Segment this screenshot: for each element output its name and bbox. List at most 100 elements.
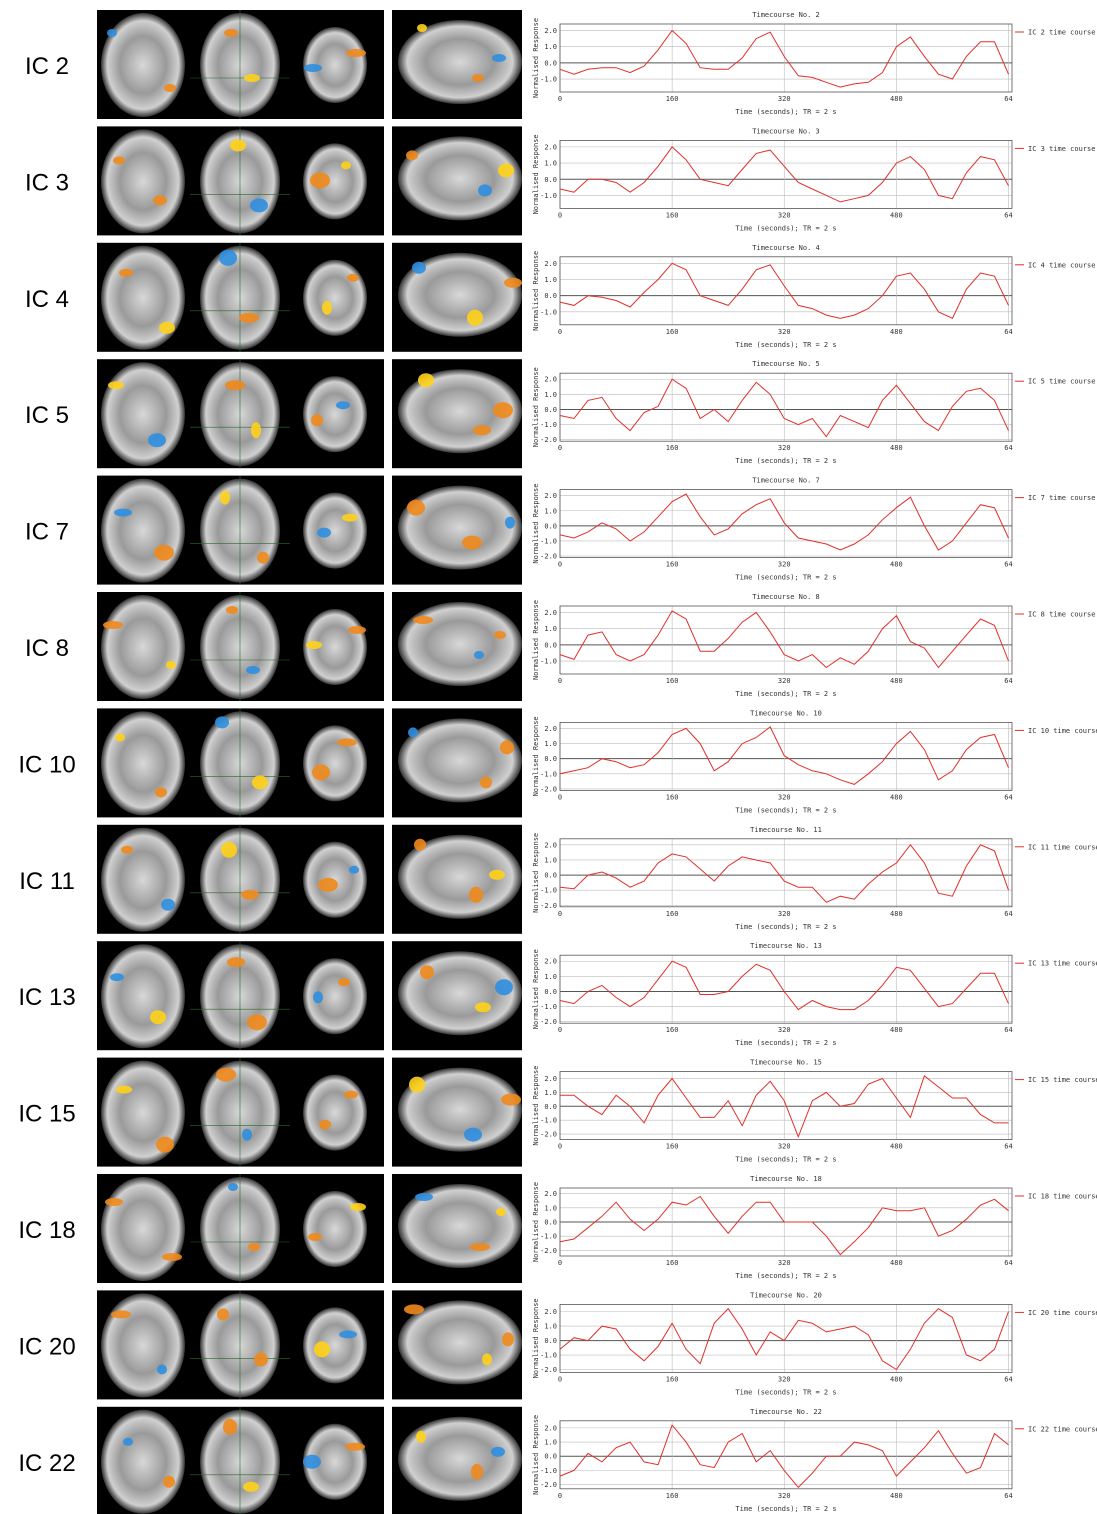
brain-slice xyxy=(303,1191,367,1267)
timecourse-line xyxy=(559,726,1009,785)
y-tick-label: 2.0 xyxy=(544,376,557,384)
activation xyxy=(107,29,117,37)
x-axis-label: Time (seconds); TR = 2 s xyxy=(735,1156,836,1164)
y-tick-label: 0.0 xyxy=(544,988,557,996)
y-tick-label: -1.0 xyxy=(540,308,557,316)
row-label: IC 4 xyxy=(25,286,69,313)
chart-title: Timecourse No. 4 xyxy=(752,244,819,252)
y-tick-label: 1.0 xyxy=(544,1089,557,1097)
plot-frame xyxy=(559,954,1013,1024)
activation xyxy=(412,261,426,274)
plot-frame xyxy=(559,838,1013,908)
activation xyxy=(319,1119,331,1130)
x-tick-label: 64 xyxy=(1004,910,1012,918)
activation xyxy=(303,1454,321,1469)
y-tick-label: 2.0 xyxy=(544,492,557,500)
y-tick-label: 2.0 xyxy=(544,1424,557,1432)
activation xyxy=(496,1208,506,1216)
activation xyxy=(244,74,260,82)
y-tick-label: 1.0 xyxy=(544,160,557,168)
activation xyxy=(247,1014,267,1031)
activation xyxy=(246,666,260,674)
legend-label: IC 4 time course xyxy=(1028,261,1095,269)
activation xyxy=(462,535,482,550)
x-tick-label: 64 xyxy=(1004,444,1012,452)
activation xyxy=(346,49,366,57)
activation xyxy=(257,551,269,564)
timecourse-line xyxy=(559,843,1009,903)
x-tick-label: 64 xyxy=(1004,211,1012,219)
x-tick-label: 320 xyxy=(778,328,791,336)
y-axis-label: Normalised Response xyxy=(532,134,540,214)
plot-frame xyxy=(559,1187,1013,1257)
y-axis-label: Normalised Response xyxy=(532,251,540,331)
activation xyxy=(121,845,133,854)
activation xyxy=(217,1308,229,1321)
activation xyxy=(119,268,133,277)
timecourse-line xyxy=(559,146,1009,203)
activation xyxy=(482,1353,492,1366)
y-tick-label: -1.0 xyxy=(540,76,557,84)
brain-slice xyxy=(101,478,185,583)
activation xyxy=(108,381,124,390)
timecourse-line xyxy=(559,493,1009,551)
x-tick-label: 320 xyxy=(778,793,791,801)
brain-slice xyxy=(303,492,367,569)
activation xyxy=(312,764,330,781)
chart-title: Timecourse No. 5 xyxy=(752,360,819,368)
activation xyxy=(115,733,125,742)
brain-slice xyxy=(101,1293,185,1398)
x-tick-label: 160 xyxy=(666,561,679,569)
brain-slice xyxy=(398,1184,522,1268)
plot-frame xyxy=(559,23,1013,93)
activation xyxy=(215,716,229,729)
brain-slice xyxy=(398,20,522,104)
y-tick-label: -2.0 xyxy=(540,553,557,561)
y-tick-label: 2.0 xyxy=(544,725,557,733)
y-tick-label: 1.0 xyxy=(544,391,557,399)
y-tick-label: 2.0 xyxy=(544,143,557,151)
brain-slice xyxy=(303,27,367,103)
brain-slice xyxy=(303,841,367,918)
activation xyxy=(224,29,238,37)
activation xyxy=(501,1093,521,1106)
activation xyxy=(413,616,433,624)
y-axis-label: Normalised Response xyxy=(532,600,540,680)
brain-slice xyxy=(101,827,185,932)
y-tick-label: 0.0 xyxy=(544,1103,557,1111)
activation xyxy=(495,979,513,996)
brain-slice xyxy=(303,1423,367,1500)
legend-label: IC 13 time course xyxy=(1028,960,1097,968)
activation xyxy=(223,1418,237,1435)
brain-slice xyxy=(303,376,367,453)
activation xyxy=(116,1085,132,1094)
x-tick-label: 0 xyxy=(558,444,562,452)
y-tick-label: 1.0 xyxy=(544,740,557,748)
activation xyxy=(103,621,123,629)
chart-title: Timecourse No. 15 xyxy=(750,1059,822,1067)
x-tick-label: 64 xyxy=(1004,1143,1012,1151)
x-tick-label: 160 xyxy=(666,1026,679,1034)
activation xyxy=(220,490,230,505)
timecourse-line xyxy=(559,1424,1009,1489)
activation xyxy=(221,841,237,858)
y-tick-label: -2.0 xyxy=(540,902,557,910)
legend-label: IC 5 time course xyxy=(1028,378,1095,386)
chart-title: Timecourse No. 18 xyxy=(750,1175,822,1183)
activation xyxy=(219,249,237,266)
y-axis-label: Normalised Response xyxy=(532,716,540,796)
y-tick-label: 1.0 xyxy=(544,1323,557,1331)
activation xyxy=(406,150,418,161)
y-tick-label: 1.0 xyxy=(544,973,557,981)
activation xyxy=(415,1193,433,1201)
y-axis-label: Normalised Response xyxy=(532,949,540,1029)
row-label: IC 20 xyxy=(18,1333,75,1360)
activation xyxy=(311,414,323,427)
brain-slice xyxy=(303,958,367,1035)
x-tick-label: 0 xyxy=(558,793,562,801)
activation xyxy=(322,300,332,315)
x-tick-label: 0 xyxy=(558,328,562,336)
activation xyxy=(420,965,434,980)
legend-label: IC 15 time course xyxy=(1028,1076,1097,1084)
